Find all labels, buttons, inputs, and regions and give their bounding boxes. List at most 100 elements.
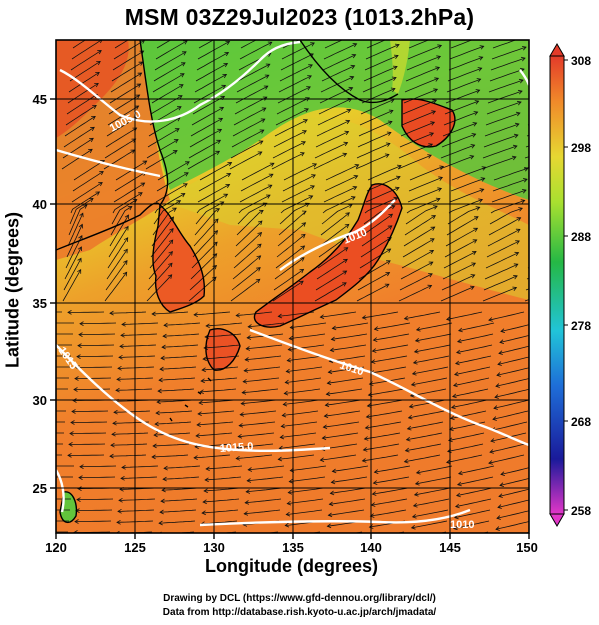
streamline-arrowhead [198,400,203,406]
streamline [447,67,482,82]
streamline [64,116,96,137]
streamline-arrowhead [372,480,378,485]
streamline [324,410,361,417]
streamline-arrowhead [403,458,409,464]
streamline [189,129,222,148]
streamline [446,216,479,236]
streamline-arrowhead [76,354,81,359]
streamline [156,410,193,414]
streamline-arrowhead [69,431,74,436]
streamline-arrowhead [342,152,348,158]
streamline [247,476,284,482]
streamline-arrowhead [260,118,266,123]
streamline [404,77,439,93]
streamline [282,410,319,416]
streamline-arrowhead [352,43,358,48]
streamline [190,253,217,280]
streamline-arrowhead [111,431,116,437]
streamline [272,280,304,302]
streamline [275,108,309,126]
streamline [288,344,325,350]
streamline [104,138,136,159]
streamline [313,153,347,170]
streamline-arrowhead [488,317,493,322]
streamline-arrowhead [168,250,173,256]
streamline-arrowhead [98,182,103,187]
streamline [71,40,103,60]
streamline-arrowhead [95,71,100,77]
streamline [233,243,262,269]
streamline [78,344,115,346]
streamline [366,176,401,192]
streamline-arrowhead [258,140,264,145]
streamline-arrowhead [77,486,82,491]
streamline [400,261,433,280]
streamline [109,311,147,314]
streamline-arrowhead [33,519,37,523]
streamline [120,333,158,336]
streamline [164,322,201,326]
streamline [152,311,189,315]
streamline [273,130,307,148]
streamline [290,322,327,328]
streamline-arrowhead [469,285,475,291]
streamline-arrowhead [173,139,179,144]
streamline-arrowhead [432,99,438,104]
streamline-arrowhead [364,425,370,430]
streamline-arrowhead [452,393,457,399]
streamline [275,245,305,269]
streamline-arrowhead [391,76,397,81]
streamline [206,322,243,327]
streamline [408,177,443,192]
streamline [241,399,278,405]
streamline-arrowhead [282,401,288,407]
streamline [455,498,492,507]
streamline-arrowhead [123,237,129,242]
streamline-arrowhead [159,509,164,515]
streamline [496,510,529,519]
streamline-arrowhead [428,273,433,278]
streamline-arrowhead [277,456,283,462]
streamline-arrowhead [520,56,526,62]
contour-label: 1015.0 [219,441,253,455]
streamline-arrowhead [162,476,167,482]
streamline-arrowhead [365,414,371,419]
streamline-arrowhead [344,130,350,136]
streamline-arrowhead [411,370,417,376]
streamline-arrowhead [246,335,252,340]
streamline [67,83,99,104]
streamline [233,107,266,126]
streamline-arrowhead [117,365,122,371]
streamline-arrowhead [524,167,529,172]
streamline [320,454,357,461]
streamline [319,224,350,247]
streamline-arrowhead [349,75,355,81]
streamline [120,476,158,479]
streamline [358,121,393,137]
streamline-arrowhead [121,465,126,470]
streamline [329,498,366,505]
streamline-arrowhead [345,212,350,217]
korea-coastline [152,203,206,313]
streamline [76,509,113,511]
streamline [318,98,352,115]
streamline-arrowhead [471,251,477,256]
streamline [199,162,232,181]
streamline [488,79,524,93]
streamline-arrowhead [28,431,32,435]
streamline-arrowhead [124,225,129,231]
streamline [413,355,450,364]
streamline-arrowhead [78,332,83,337]
streamline-arrowhead [286,357,292,363]
y-axis-label: Latitude (degrees) [2,211,23,369]
streamline-arrowhead [161,487,166,493]
streamline [318,235,349,258]
streamline [486,101,522,115]
streamline [323,186,357,203]
streamline [447,443,484,452]
streamline-arrowhead [78,234,83,240]
streamline [332,465,369,472]
streamline-arrowhead [301,210,307,215]
streamline [240,173,274,192]
streamline [398,285,432,302]
